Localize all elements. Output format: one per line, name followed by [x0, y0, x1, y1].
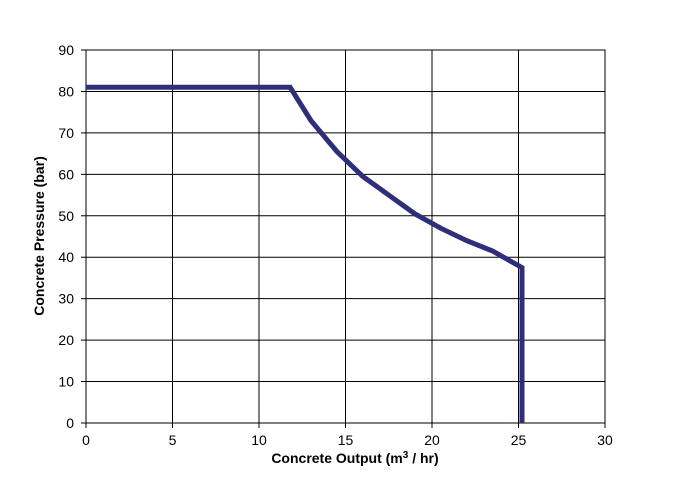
y-tick-label: 80: [58, 83, 74, 99]
grid-lines: [85, 49, 606, 424]
x-tick-label: 5: [169, 432, 177, 448]
y-tick-label: 20: [58, 332, 74, 348]
y-tick-label: 10: [58, 374, 74, 390]
x-tick-label: 0: [82, 432, 90, 448]
x-tick-label: 30: [597, 432, 613, 448]
y-tick-label: 40: [58, 249, 74, 265]
x-axis-label-main: Concrete Output (m: [271, 450, 402, 466]
y-tick-label: 70: [58, 125, 74, 141]
y-tick-label: 0: [66, 415, 74, 431]
y-tick-labels: 0 10 20 30 40 50 60 70 80 90: [58, 42, 86, 431]
y-tick-label: 90: [58, 42, 74, 58]
x-tick-label: 10: [251, 432, 267, 448]
series-group: [86, 84, 525, 423]
x-tick-label: 15: [338, 432, 354, 448]
series-line: [86, 84, 525, 423]
y-tick-label: 30: [58, 291, 74, 307]
x-axis-label: Concrete Output (m3 / hr): [271, 450, 438, 466]
x-axis-label-suffix: / hr): [408, 450, 438, 466]
y-tick-label: 60: [58, 166, 74, 182]
x-axis-label-superscript: 3: [403, 450, 409, 461]
y-tick-label: 50: [58, 208, 74, 224]
x-tick-labels: 0 5 10 15 20 25 30: [82, 423, 613, 448]
y-axis-label: Concrete Pressure (bar): [31, 156, 47, 316]
x-tick-label: 25: [511, 432, 527, 448]
x-tick-label: 20: [424, 432, 440, 448]
